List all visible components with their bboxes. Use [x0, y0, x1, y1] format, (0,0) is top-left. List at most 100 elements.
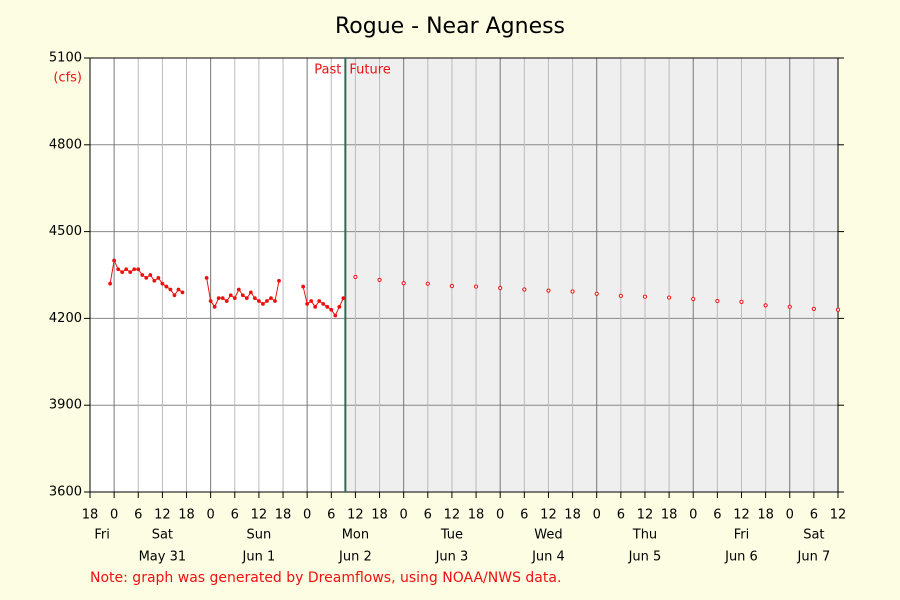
flow-point — [172, 293, 177, 298]
day-name: Thu — [632, 528, 657, 543]
forecast-point — [425, 281, 430, 286]
x-tick-label: 18 — [275, 508, 292, 523]
flow-point — [148, 273, 153, 277]
flow-point — [128, 270, 133, 275]
flow-point — [261, 302, 265, 306]
forecast-point — [377, 277, 382, 283]
x-tick-label: 18 — [661, 508, 678, 523]
x-tick-label: 18 — [178, 508, 195, 523]
flow-point — [124, 267, 129, 272]
x-tick-label: 18 — [468, 508, 485, 523]
flow-point — [236, 287, 241, 292]
chart-title: Rogue - Near Agness — [335, 14, 565, 39]
x-tick-label: 12 — [733, 508, 750, 523]
x-tick-label: 12 — [444, 508, 461, 523]
forecast-point — [642, 294, 648, 299]
day-date: Jun 3 — [435, 550, 469, 565]
x-tick-label: 18 — [82, 508, 99, 523]
forecast-point — [546, 288, 551, 293]
x-tick-label: 6 — [231, 508, 239, 523]
flow-point — [208, 299, 213, 303]
flow-point — [329, 307, 334, 312]
flow-point — [168, 287, 173, 292]
note: Note: graph was generated by Dreamflows,… — [90, 570, 561, 586]
forecast-point — [763, 303, 768, 308]
past-label: Past — [314, 63, 341, 78]
flow-point — [112, 258, 117, 263]
flow-point — [224, 299, 229, 303]
forecast-point — [570, 289, 575, 294]
x-tick-label: 12 — [637, 508, 654, 523]
y-tick-label: 3900 — [49, 398, 82, 413]
forecast-point — [353, 274, 358, 280]
x-tick-label: 18 — [564, 508, 581, 523]
flow-point — [132, 267, 137, 272]
day-date: Jun 7 — [797, 550, 831, 565]
day-name: Sun — [247, 528, 272, 543]
flow-point — [152, 278, 157, 283]
x-tick-label: 0 — [689, 508, 697, 523]
flow-point — [140, 273, 145, 277]
flow-point — [313, 304, 318, 309]
flow-point — [257, 299, 261, 303]
flow-point — [228, 293, 233, 298]
day-date: Jun 2 — [338, 550, 372, 565]
flow-point — [176, 287, 181, 292]
flow-point — [144, 275, 149, 280]
flow-point — [337, 304, 342, 309]
forecast-point — [835, 307, 841, 312]
x-tick-label: 0 — [786, 508, 794, 523]
flow-point — [240, 293, 245, 298]
flow-point — [220, 296, 225, 301]
flow-point — [265, 299, 269, 303]
flow-point — [156, 275, 161, 280]
flow-point — [232, 296, 237, 301]
x-tick-label: 12 — [154, 508, 171, 523]
flow-point — [273, 299, 277, 303]
flow-point — [160, 281, 165, 286]
x-tick-label: 6 — [327, 508, 335, 523]
x-tick-label: 6 — [134, 508, 142, 523]
x-tick-label: 18 — [757, 508, 774, 523]
flow-point — [180, 290, 185, 295]
flow-point — [301, 284, 306, 289]
flow-point — [252, 296, 257, 301]
y-axis-label: (cfs) — [53, 71, 82, 86]
y-tick-label: 5100 — [49, 51, 82, 66]
x-tick-label: 0 — [303, 508, 311, 523]
flow-point — [325, 304, 330, 309]
flow-point — [277, 278, 281, 283]
forecast-point — [691, 296, 696, 302]
flow-point — [108, 281, 113, 286]
flow-point — [116, 267, 121, 272]
x-tick-label: 12 — [347, 508, 364, 523]
x-tick-label: 6 — [713, 508, 721, 523]
forecast-point — [739, 299, 744, 305]
flow-point — [244, 296, 249, 301]
flow-point — [305, 302, 310, 306]
forecast-point — [666, 295, 672, 300]
day-name: Sat — [803, 528, 824, 543]
day-name: Mon — [342, 528, 369, 543]
forecast-point — [498, 285, 503, 291]
x-tick-label: 12 — [830, 508, 847, 523]
flow-point — [341, 296, 346, 301]
flow-point — [120, 270, 125, 275]
x-tick-label: 0 — [207, 508, 215, 523]
x-tick-label: 18 — [371, 508, 388, 523]
x-tick-label: 6 — [617, 508, 625, 523]
x-tick-label: 0 — [110, 508, 118, 523]
flow-point — [321, 302, 326, 306]
forecast-point — [618, 293, 623, 298]
flow-point — [212, 304, 217, 309]
flow-point — [248, 290, 253, 295]
y-tick-label: 4200 — [49, 311, 82, 326]
x-tick-label: 12 — [540, 508, 557, 523]
y-tick-label: 3600 — [49, 485, 82, 500]
x-tick-label: 6 — [810, 508, 818, 523]
flow-point — [164, 284, 169, 289]
flow-point — [136, 267, 141, 272]
flow-point — [317, 299, 322, 303]
flow-point — [204, 275, 209, 280]
